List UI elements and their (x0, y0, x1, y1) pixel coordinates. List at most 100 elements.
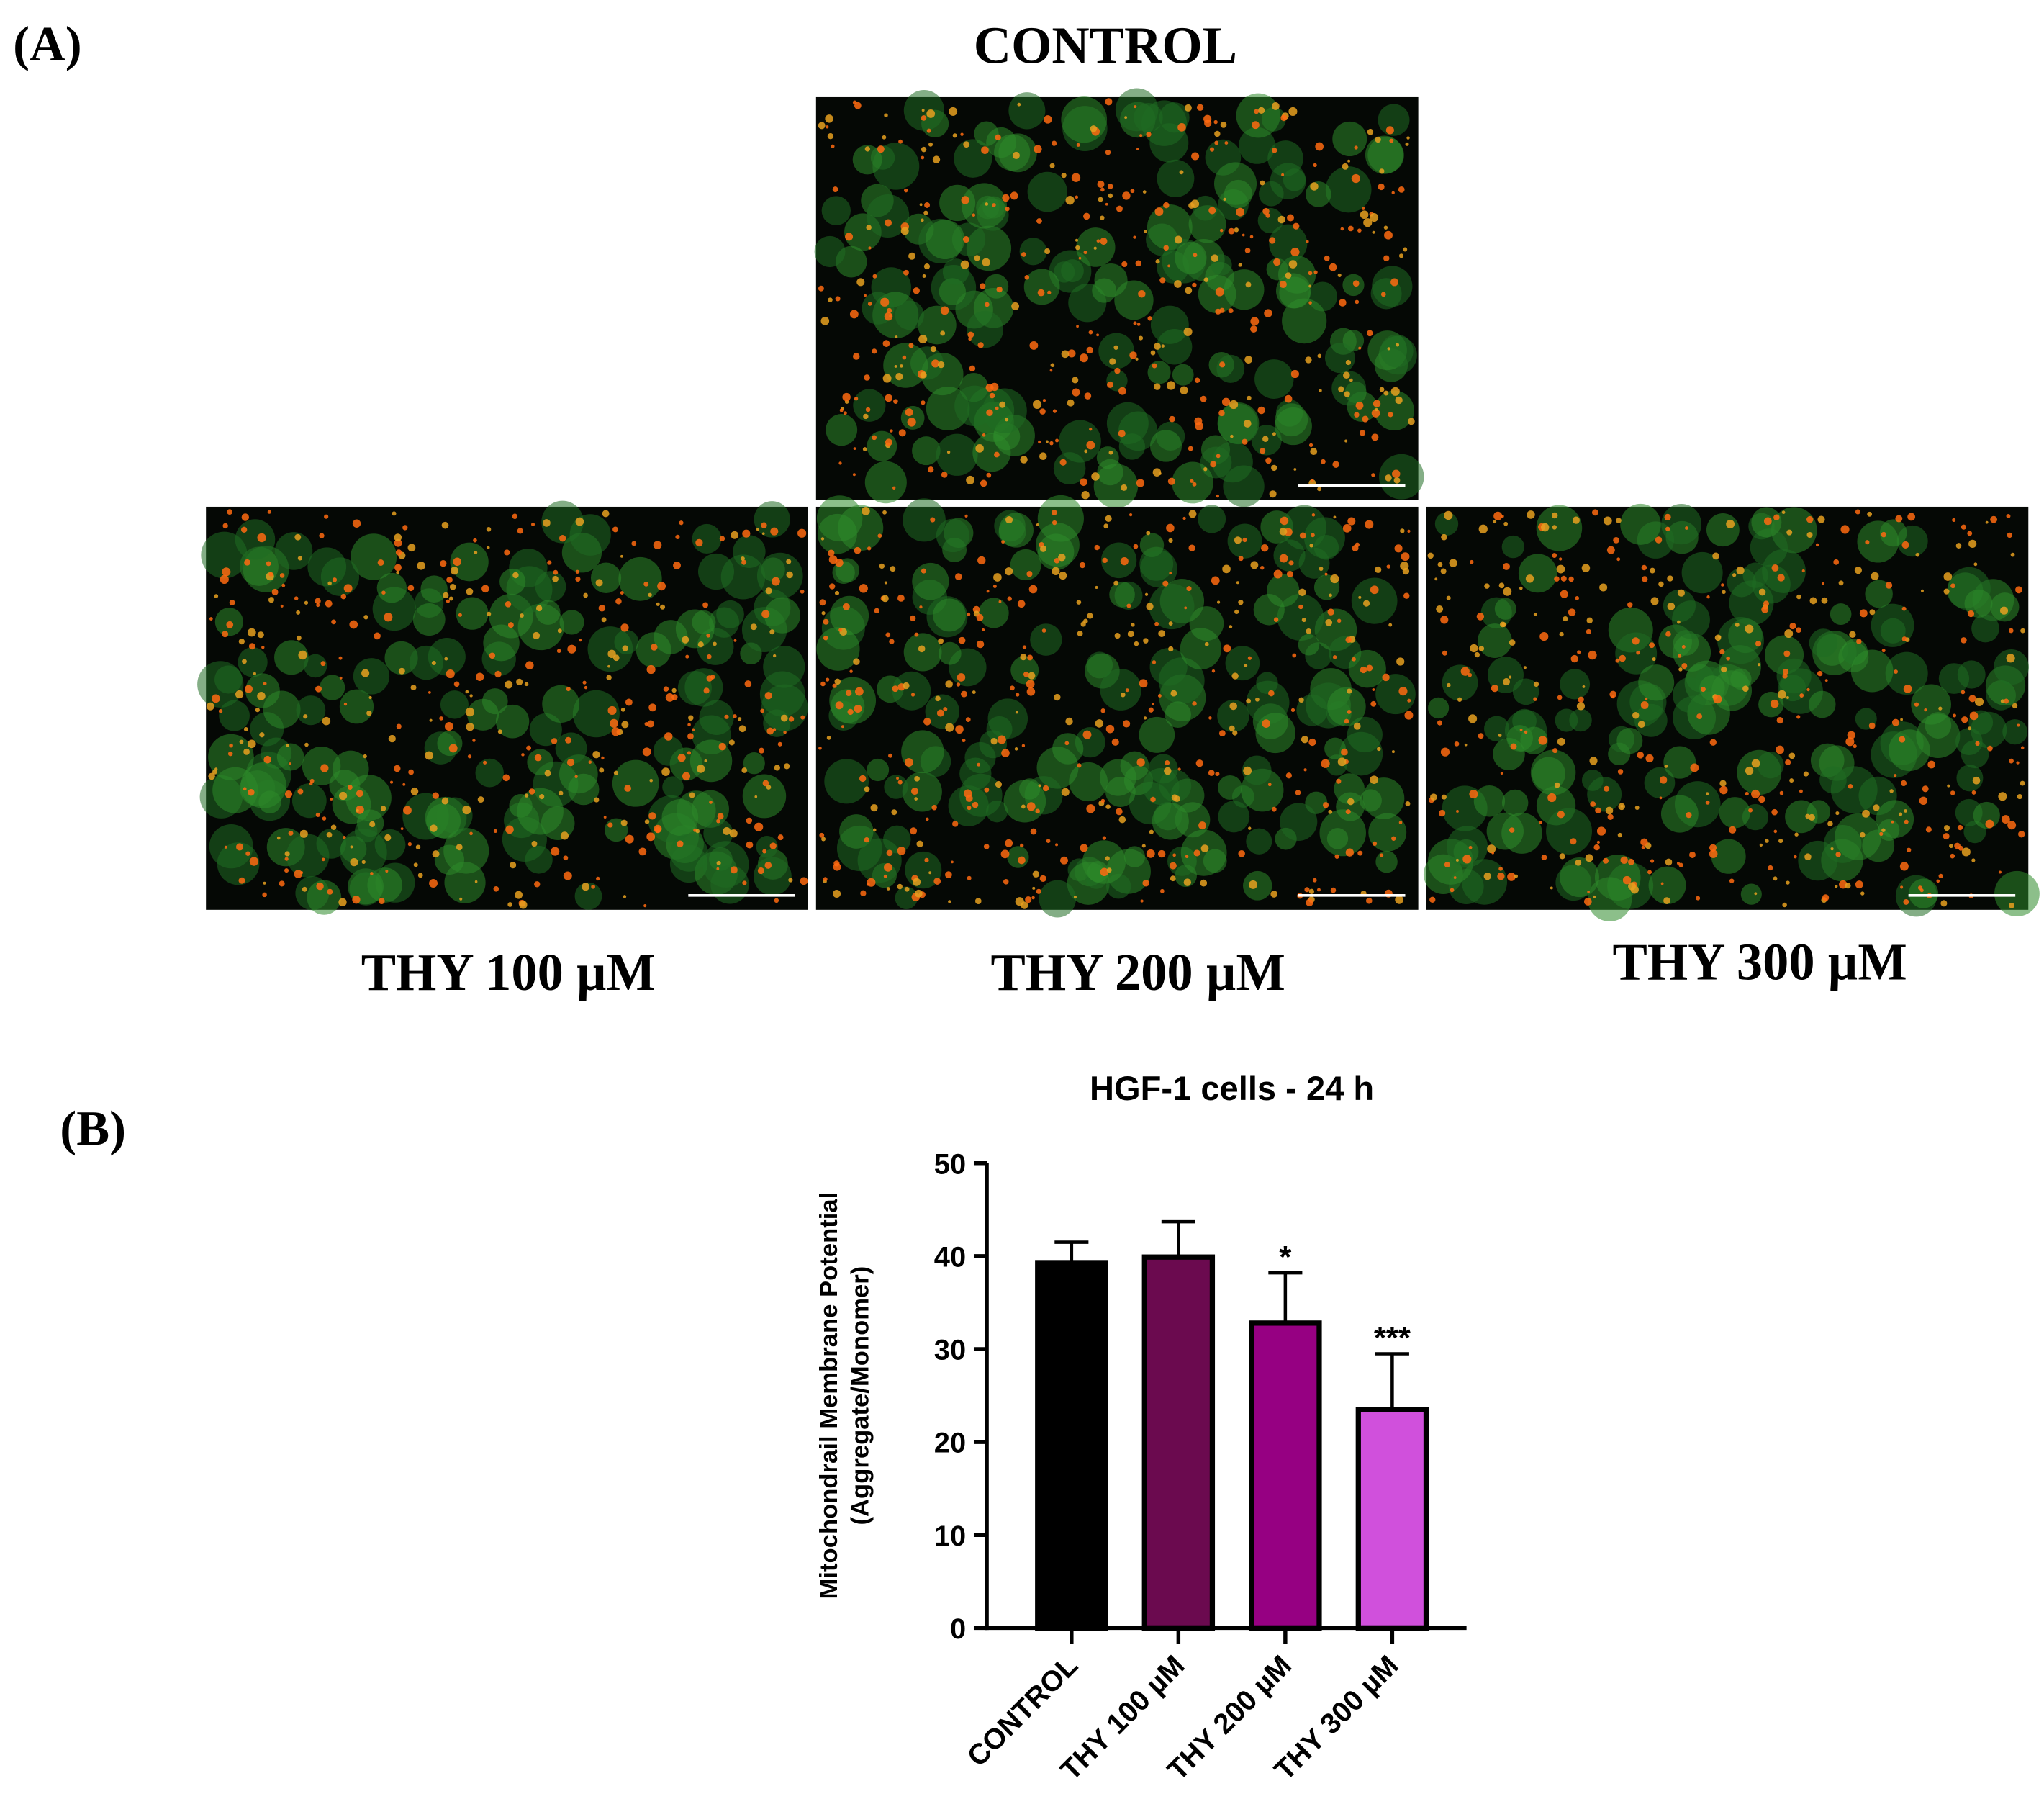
mito (964, 514, 968, 518)
mito (620, 591, 624, 595)
mito (1126, 603, 1131, 608)
mito (441, 797, 449, 805)
mito (1144, 592, 1149, 596)
mito (1407, 529, 1411, 533)
mito (227, 509, 232, 515)
mito (1116, 205, 1123, 212)
cell (1442, 664, 1478, 701)
mito (2017, 723, 2020, 727)
mito (238, 638, 245, 645)
mito (1342, 163, 1349, 170)
mito (1242, 537, 1247, 543)
cell (883, 825, 911, 854)
mito (1736, 566, 1745, 575)
mito (1020, 456, 1028, 464)
mito (425, 751, 433, 760)
mito (1786, 880, 1790, 885)
mito (728, 739, 735, 746)
mito (1450, 888, 1455, 893)
mito (1588, 650, 1597, 660)
mito (1796, 627, 1801, 634)
mito (928, 466, 934, 473)
mito (2015, 586, 2022, 594)
cell (307, 880, 342, 915)
mito (1007, 596, 1012, 601)
mito (819, 599, 826, 606)
cell (1149, 648, 1188, 686)
mito (1186, 586, 1192, 592)
mito (986, 590, 990, 593)
mito (1719, 780, 1727, 787)
mito (349, 620, 358, 629)
mito (1146, 603, 1154, 610)
cell (1010, 656, 1039, 685)
mito (1169, 415, 1175, 423)
mito (657, 582, 666, 591)
y-tick-label: 20 (934, 1428, 966, 1459)
mito (512, 513, 518, 520)
mito (377, 559, 384, 566)
mito (615, 598, 622, 605)
mito (1169, 862, 1177, 870)
mito (1185, 287, 1193, 294)
mito (1987, 745, 1993, 752)
mito (643, 904, 647, 908)
cell (1889, 729, 1930, 772)
mito (624, 785, 631, 792)
mito (885, 219, 892, 227)
mito (1958, 845, 1963, 851)
mito (1961, 847, 1971, 857)
cell (1109, 581, 1135, 608)
mito (1822, 582, 1825, 585)
mito (930, 517, 936, 523)
mito (717, 813, 724, 820)
cell (1994, 870, 2040, 917)
mito (1067, 399, 1075, 407)
mito (1170, 690, 1177, 697)
mito (914, 797, 918, 801)
mito (832, 683, 837, 688)
mito (1271, 464, 1278, 472)
mito (2007, 532, 2012, 538)
mito (1138, 290, 1146, 298)
mito (1491, 851, 1495, 855)
mito (1700, 687, 1706, 693)
mito (1165, 760, 1170, 766)
mito (505, 825, 514, 834)
mito (286, 744, 289, 748)
cell (1105, 776, 1136, 808)
mito (1336, 778, 1342, 784)
mito (474, 880, 478, 883)
mito (1593, 844, 1600, 851)
mito (1125, 688, 1129, 693)
mito (646, 832, 656, 842)
mito (890, 429, 893, 433)
mito (1634, 806, 1640, 810)
mito (1763, 517, 1772, 526)
cell (1139, 716, 1175, 753)
mito (1192, 482, 1197, 487)
mito (574, 775, 578, 778)
mito (1218, 410, 1225, 417)
mito (543, 519, 551, 527)
mito (1665, 526, 1670, 531)
mito (1678, 667, 1683, 672)
mito (1229, 725, 1235, 731)
cell (1362, 777, 1405, 819)
cell (555, 732, 587, 765)
mito (1100, 867, 1109, 877)
mito (932, 155, 941, 163)
mito (407, 544, 416, 552)
mito (245, 851, 250, 856)
mito (884, 113, 888, 117)
cell (1165, 701, 1191, 729)
mito (1210, 461, 1217, 468)
cell (1175, 241, 1207, 274)
mito (864, 146, 870, 152)
mito (294, 533, 302, 541)
mito (977, 342, 984, 348)
mito (1901, 636, 1907, 641)
cell (938, 641, 962, 665)
mito (648, 703, 657, 712)
mito (432, 850, 440, 858)
